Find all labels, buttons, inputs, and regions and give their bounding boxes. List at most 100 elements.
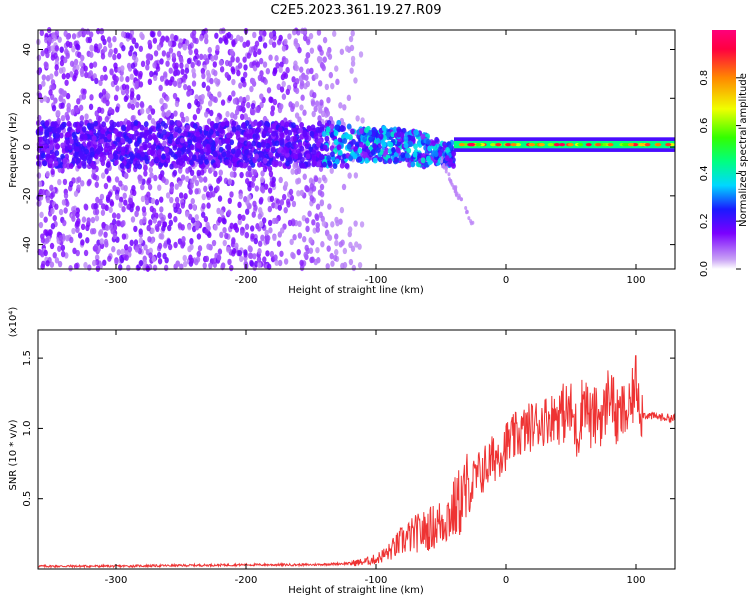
spectrogram-cell <box>325 263 330 270</box>
spectrogram-cell <box>295 178 300 185</box>
spectrogram-cell <box>278 66 283 73</box>
spectrogram-cell <box>396 126 402 133</box>
spectrogram-cell <box>322 144 328 151</box>
spectrogram-cell <box>124 135 130 142</box>
spectrogram-cell <box>89 45 95 52</box>
spectrogram-cell <box>173 216 178 223</box>
spectrogram-cell <box>71 131 77 138</box>
spectrogram-cell <box>181 146 187 153</box>
spectrogram-cell <box>324 135 330 142</box>
spectrogram-cell <box>183 260 188 268</box>
spectrogram-cell <box>425 138 431 145</box>
spectrogram-cell <box>172 144 178 151</box>
spectrogram-cell <box>238 82 243 89</box>
spectrogram-cell <box>567 143 574 147</box>
spectrogram-cell <box>217 248 223 255</box>
spectrogram-cell <box>200 93 205 101</box>
spectrogram-cell <box>321 220 327 227</box>
spectrogram-cell <box>218 146 224 153</box>
spectrogram-cell <box>232 156 237 163</box>
spectrogram-cell <box>158 132 164 139</box>
spectrogram-cell <box>268 152 274 159</box>
spectrogram-cell <box>236 124 241 131</box>
spectrogram-cell <box>315 141 321 148</box>
spectrogram-cell <box>213 123 219 130</box>
spectrogram-cell <box>213 54 219 61</box>
spectrogram-cell <box>445 165 449 170</box>
spectrogram-cell <box>209 94 215 102</box>
spectrogram-cell <box>51 104 57 112</box>
spectrogram-cell <box>40 50 45 57</box>
spectrogram-cell <box>219 231 224 239</box>
spectrogram-cell <box>288 188 294 196</box>
spectrogram-cell <box>70 109 75 116</box>
spectrogram-cell <box>65 72 71 80</box>
spectrogram-cell <box>529 143 536 147</box>
spectrogram-cell <box>368 136 373 143</box>
spectrogram-cell <box>275 62 280 69</box>
spectrogram-cell <box>87 36 93 44</box>
spectrogram-cell <box>644 143 651 147</box>
spectrogram-cell <box>305 225 310 233</box>
spectrogram-cell <box>44 237 50 244</box>
spectrogram-cell <box>88 31 94 38</box>
spectrogram-cell <box>107 191 113 198</box>
spectrogram-cell <box>212 257 217 264</box>
spectrogram-cell <box>71 215 76 222</box>
spectrogram-cell <box>231 90 236 97</box>
x-tick-label: -300 <box>105 275 128 286</box>
spectrogram-cell <box>36 68 42 76</box>
spectrogram-cell <box>139 101 145 108</box>
spectrogram-cell <box>61 73 66 80</box>
spectrogram-cell <box>306 125 312 132</box>
spectrogram-cell <box>399 132 405 139</box>
spectrogram-cell <box>167 224 172 232</box>
spectrogram-cell <box>274 259 279 266</box>
spectrogram-cell <box>211 239 217 247</box>
spectrogram-cell <box>195 220 201 228</box>
spectrogram-cell <box>311 219 316 226</box>
spectrogram-cell <box>194 188 199 195</box>
spectrogram-cell <box>236 69 241 77</box>
spectrogram-cell <box>354 241 359 248</box>
spectrogram-cell <box>316 161 321 168</box>
spectrogram-cell <box>54 143 60 150</box>
spectrogram-cell <box>102 97 107 104</box>
spectrogram-cell <box>168 67 173 74</box>
spectrogram-cell <box>237 62 243 69</box>
spectrogram-cell <box>42 160 47 167</box>
spectrogram-cell <box>180 202 186 209</box>
spectrogram-cell <box>156 251 162 259</box>
spectrogram-cell <box>451 150 457 157</box>
spectrogram-cell <box>213 77 219 84</box>
spectrogram-cell <box>242 154 248 161</box>
spectrogram-cell <box>445 147 450 154</box>
spectrogram-cell <box>359 128 364 135</box>
spectrogram-cell <box>250 121 256 128</box>
spectrogram-cell <box>63 207 68 214</box>
spectrogram-cell <box>108 153 114 160</box>
spectrogram-cell <box>258 29 264 36</box>
spectrogram-cell <box>64 111 69 119</box>
spectrogram-cell <box>201 203 206 210</box>
spectrogram-cell <box>312 160 318 167</box>
spectrogram-cell <box>243 249 248 256</box>
spectrogram-cell <box>263 125 269 132</box>
spectrogram-cell <box>50 45 55 52</box>
spectrogram-cell <box>242 56 247 63</box>
spectrogram-cell <box>353 172 359 179</box>
spectrogram-cell <box>595 143 602 147</box>
spectrogram-cell <box>142 216 147 224</box>
spectrogram-cell <box>81 93 87 100</box>
spectrogram-cell <box>268 31 274 39</box>
spectrogram-cell <box>201 29 206 36</box>
spectrogram-cell <box>89 62 94 69</box>
spectrogram-cell <box>395 147 401 154</box>
spectrogram-cell <box>253 50 258 58</box>
spectrogram-cell <box>490 143 497 147</box>
spectrogram-cell <box>188 203 193 210</box>
spectrogram-cell <box>315 126 321 133</box>
spectrogram-cell <box>197 245 203 252</box>
spectrogram-cell <box>299 121 305 128</box>
spectrogram-cell <box>147 177 152 184</box>
